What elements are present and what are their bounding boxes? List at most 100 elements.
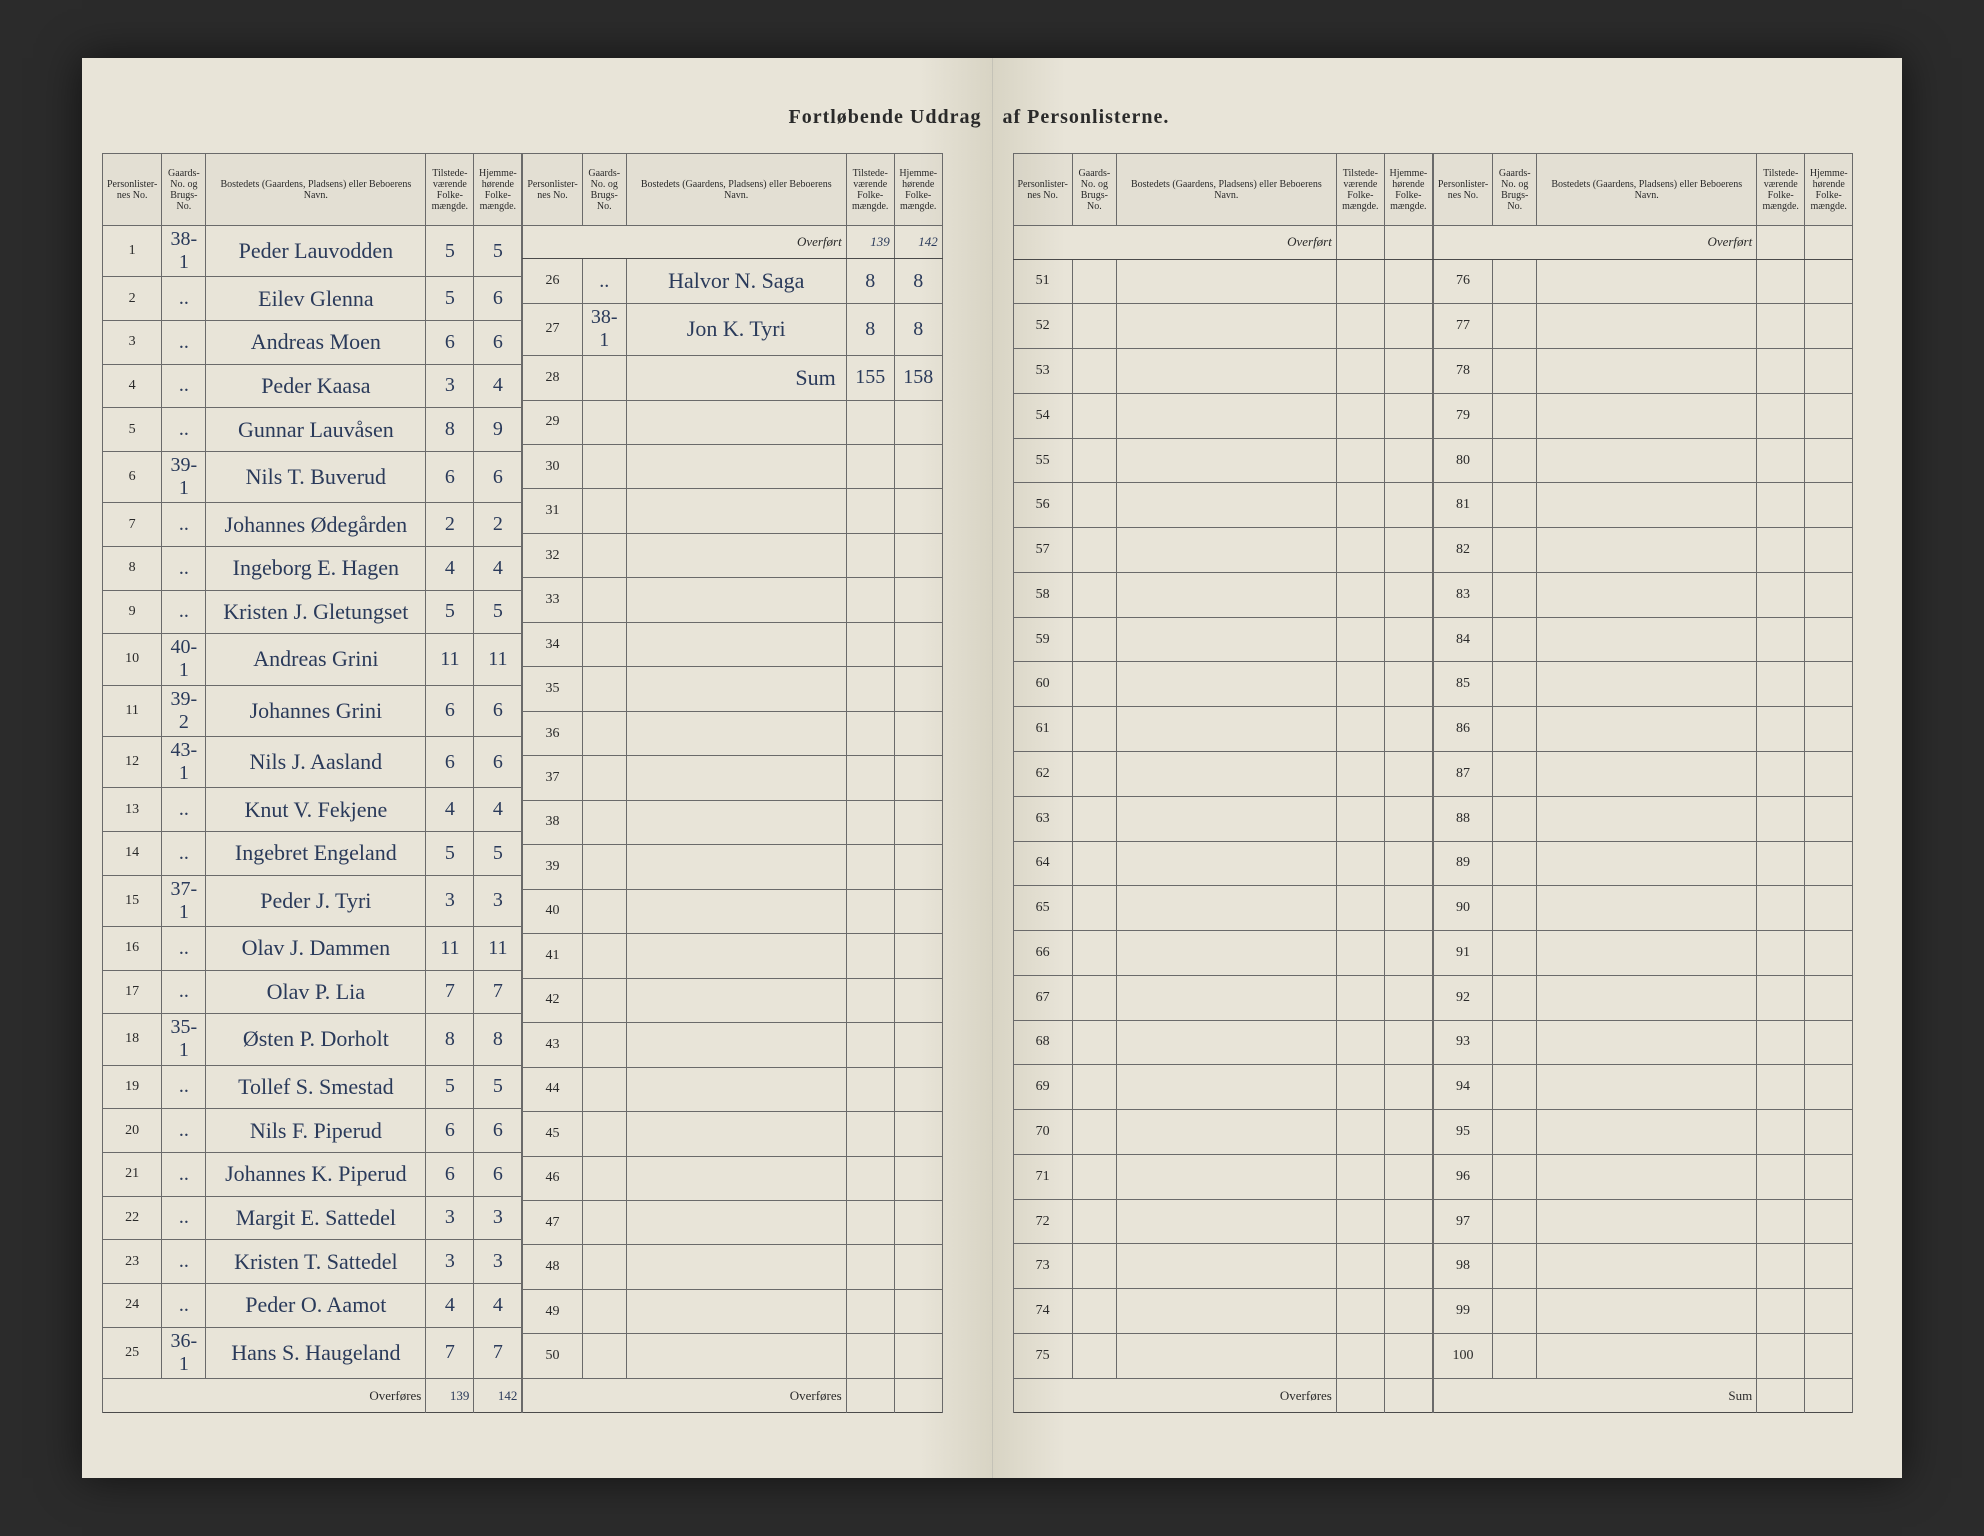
resident-name bbox=[1537, 796, 1757, 841]
overfores-label: Overføres bbox=[1013, 1379, 1336, 1413]
gaard-number bbox=[582, 1245, 626, 1289]
gaard-number bbox=[1493, 617, 1537, 662]
tilstede-count: 6 bbox=[426, 1152, 474, 1196]
row-number: 18 bbox=[103, 1014, 162, 1065]
page-title-left: Fortløbende Uddrag bbox=[72, 106, 982, 129]
resident-name bbox=[626, 1112, 846, 1156]
tilstede-count: 3 bbox=[426, 1196, 474, 1240]
resident-name bbox=[1537, 1020, 1757, 1065]
table-row: 14..Ingebret Engeland55 bbox=[103, 831, 522, 875]
table-row: 77 bbox=[1433, 304, 1852, 349]
header-tilstede: Tilstede-værende Folke-mængde. bbox=[426, 154, 474, 226]
hjemme-count: 6 bbox=[474, 452, 522, 503]
table-row: 54 bbox=[1013, 393, 1432, 438]
table-row: 70 bbox=[1013, 1110, 1432, 1155]
table-row: 42 bbox=[523, 978, 942, 1022]
hjemme-count: 8 bbox=[894, 259, 942, 303]
resident-name: Jon K. Tyri bbox=[626, 303, 846, 355]
resident-name bbox=[626, 1067, 846, 1111]
header-tilstede: Tilstede-værende Folke-mængde. bbox=[1757, 154, 1805, 226]
table-row: 84 bbox=[1433, 617, 1852, 662]
tilstede-count bbox=[1757, 438, 1805, 483]
table-row: 37 bbox=[523, 756, 942, 800]
row-number: 27 bbox=[523, 303, 582, 355]
hjemme-count bbox=[1805, 931, 1853, 976]
gaard-number: .. bbox=[162, 926, 206, 970]
hjemme-count bbox=[894, 1067, 942, 1111]
gaard-number: .. bbox=[162, 788, 206, 832]
row-number: 9 bbox=[103, 590, 162, 634]
row-number: 53 bbox=[1013, 349, 1072, 394]
row-number: 48 bbox=[523, 1245, 582, 1289]
row-number: 96 bbox=[1433, 1154, 1492, 1199]
hjemme-count bbox=[1805, 393, 1853, 438]
gaard-number: 40-1 bbox=[162, 634, 206, 685]
header-gaard: Gaards-No. og Brugs-No. bbox=[162, 154, 206, 226]
tilstede-count bbox=[1757, 1020, 1805, 1065]
tilstede-count bbox=[1336, 752, 1384, 797]
row-number: 26 bbox=[523, 259, 582, 303]
gaard-number: 43-1 bbox=[162, 736, 206, 787]
row-number: 6 bbox=[103, 452, 162, 503]
table-row: 2..Eilev Glenna56 bbox=[103, 277, 522, 321]
header-row: Personlister-nes No. Gaards-No. og Brugs… bbox=[103, 154, 522, 226]
table-row: 76 bbox=[1433, 259, 1852, 304]
gaard-number bbox=[582, 1334, 626, 1379]
row-number: 95 bbox=[1433, 1110, 1492, 1155]
row-number: 99 bbox=[1433, 1289, 1492, 1334]
table-row: 96 bbox=[1433, 1154, 1852, 1199]
hjemme-count bbox=[894, 533, 942, 577]
hjemme-count bbox=[1384, 572, 1432, 617]
row-number: 44 bbox=[523, 1067, 582, 1111]
tilstede-count bbox=[1757, 1199, 1805, 1244]
hjemme-count bbox=[1805, 1110, 1853, 1155]
row-number: 98 bbox=[1433, 1244, 1492, 1289]
resident-name: Peder O. Aamot bbox=[206, 1283, 426, 1327]
hjemme-count: 3 bbox=[474, 1240, 522, 1284]
hjemme-count bbox=[1384, 1289, 1432, 1334]
gaard-number bbox=[582, 711, 626, 755]
footer-row: Overføres 139 142 bbox=[103, 1379, 522, 1413]
gaard-number bbox=[1493, 304, 1537, 349]
tilstede-count: 3 bbox=[426, 875, 474, 926]
table-row: 45 bbox=[523, 1112, 942, 1156]
tilstede-count: 7 bbox=[426, 1327, 474, 1378]
hjemme-count bbox=[1805, 1244, 1853, 1289]
row-number: 51 bbox=[1013, 259, 1072, 304]
resident-name bbox=[1537, 1333, 1757, 1378]
hjemme-count bbox=[894, 845, 942, 889]
table-row: 24..Peder O. Aamot44 bbox=[103, 1283, 522, 1327]
gaard-number bbox=[1072, 438, 1116, 483]
table-row: 89 bbox=[1433, 841, 1852, 886]
tilstede-count bbox=[1757, 886, 1805, 931]
gaard-number bbox=[1493, 886, 1537, 931]
row-number: 12 bbox=[103, 736, 162, 787]
table-row: 53 bbox=[1013, 349, 1432, 394]
tilstede-count bbox=[1757, 931, 1805, 976]
header-name: Bostedets (Gaardens, Pladsens) eller Beb… bbox=[1537, 154, 1757, 226]
table-row: 63 bbox=[1013, 796, 1432, 841]
tilstede-count bbox=[1757, 483, 1805, 528]
tilstede-count bbox=[846, 1334, 894, 1379]
table-row: 2738-1Jon K. Tyri88 bbox=[523, 303, 942, 355]
tilstede-count bbox=[1336, 931, 1384, 976]
row-number: 14 bbox=[103, 831, 162, 875]
resident-name bbox=[1537, 1154, 1757, 1199]
gaard-number bbox=[1493, 528, 1537, 573]
gaard-number bbox=[582, 533, 626, 577]
row-number: 92 bbox=[1433, 975, 1492, 1020]
tilstede-count bbox=[1336, 528, 1384, 573]
hjemme-count: 6 bbox=[474, 277, 522, 321]
tilstede-count bbox=[1757, 662, 1805, 707]
header-hjemme: Hjemme-hørende Folke-mængde. bbox=[474, 154, 522, 226]
tilstede-count: 6 bbox=[426, 1109, 474, 1153]
tilstede-count bbox=[846, 1200, 894, 1244]
hjemme-count bbox=[1384, 886, 1432, 931]
resident-name bbox=[626, 934, 846, 978]
row-number: 61 bbox=[1013, 707, 1072, 752]
header-row: Personlister-nes No. Gaards-No. og Brugs… bbox=[1433, 154, 1852, 226]
resident-name: Gunnar Lauvåsen bbox=[206, 408, 426, 452]
table-row: 26..Halvor N. Saga88 bbox=[523, 259, 942, 303]
resident-name bbox=[1537, 617, 1757, 662]
table-row: 33 bbox=[523, 578, 942, 622]
